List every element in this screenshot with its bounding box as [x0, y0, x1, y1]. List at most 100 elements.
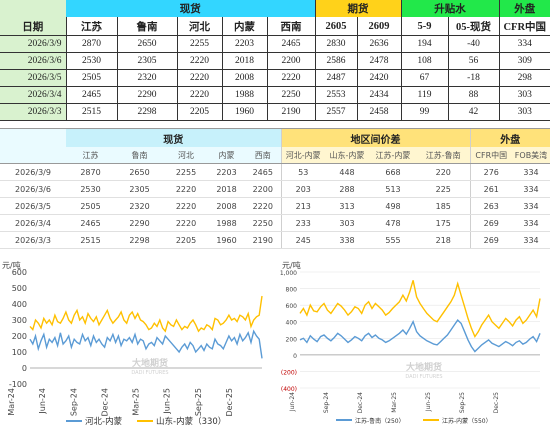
- y-tick-label: 300: [12, 316, 27, 325]
- x-tick-label: Mar-24: [7, 388, 16, 416]
- value-cell: 334: [512, 197, 550, 215]
- legend-label: 河北-内蒙: [85, 416, 123, 427]
- legend-label: 江苏-鲁南（250）: [355, 417, 405, 425]
- y-tick-label: 600: [12, 268, 27, 277]
- column-header: 江苏-鲁南: [417, 147, 470, 164]
- value-cell: 276: [469, 163, 512, 181]
- value-cell: 2530: [65, 52, 117, 70]
- value-cell: 334: [512, 231, 550, 249]
- table-row: 2026/3/5 2505 2320 2220 2008 2220 213 313 498 185…: [0, 197, 550, 215]
- x-tick-label: Sep-24: [69, 388, 78, 416]
- date-cell: 2026/3/5: [0, 197, 66, 215]
- value-cell: 2250: [245, 214, 281, 232]
- series-line-0: [299, 319, 541, 353]
- value-cell: 2255: [164, 163, 208, 181]
- value-cell: 225: [417, 180, 470, 198]
- value-cell: 194: [400, 35, 448, 53]
- value-cell: 2220: [176, 52, 222, 70]
- value-cell: 2465: [65, 86, 117, 104]
- x-tick-label: Jun-24: [38, 388, 47, 415]
- column-header: 山东-内蒙: [325, 147, 369, 164]
- value-cell: 309: [498, 52, 550, 70]
- value-cell: 2220: [176, 69, 222, 87]
- spot-group-header: 现货: [66, 0, 315, 17]
- value-cell: 2220: [245, 197, 281, 215]
- value-cell: 2205: [176, 103, 222, 121]
- value-cell: 2203: [221, 35, 267, 53]
- y-tick-label: 800: [286, 287, 298, 294]
- series-line-0: [29, 329, 263, 359]
- date-cell: 2026/3/6: [0, 52, 66, 70]
- table-row: 2026/3/5 2505 2320 2220 2008 2220 2487 2420 67 -1…: [0, 69, 550, 87]
- value-cell: 2557: [314, 103, 357, 121]
- value-cell: 2515: [66, 231, 115, 249]
- value-cell: 2290: [115, 214, 164, 232]
- date-cell: 2026/3/3: [0, 231, 66, 249]
- y-tick-label: 0: [22, 364, 27, 373]
- value-cell: 2478: [356, 52, 401, 70]
- value-cell: 2420: [356, 69, 401, 87]
- column-header: 05-现货: [447, 17, 499, 36]
- value-cell: 2636: [356, 35, 401, 53]
- value-cell: 2220: [266, 69, 315, 87]
- value-cell: 263: [469, 197, 512, 215]
- table-row: 2026/3/3 2515 2298 2205 1960 2190 245 338 555 218…: [0, 231, 550, 249]
- value-cell: 334: [512, 214, 550, 232]
- table-row: 2026/3/3 2515 2298 2205 1960 2190 2557 2458 99 42…: [0, 103, 550, 121]
- value-cell: 2018: [208, 180, 245, 198]
- value-cell: 498: [369, 197, 417, 215]
- value-cell: 334: [512, 163, 550, 181]
- spread-group-header: 升贴水: [400, 0, 499, 17]
- date-cell: 2026/3/4: [0, 214, 66, 232]
- value-cell: 2465: [266, 35, 315, 53]
- value-cell: 2203: [208, 163, 245, 181]
- y-tick-label: (400): [281, 386, 297, 393]
- column-header: 内蒙: [208, 147, 245, 164]
- value-cell: 2650: [115, 163, 164, 181]
- value-cell: 88: [447, 86, 499, 104]
- x-tick-label: Dec-24: [357, 392, 364, 414]
- y-tick-label: 200: [12, 332, 27, 341]
- value-cell: 2553: [314, 86, 357, 104]
- value-cell: 2434: [356, 86, 401, 104]
- value-cell: 2205: [164, 231, 208, 249]
- line-chart-right: 元/吨 (400) (200) 0 200 400 600 800 1,000 大地期货DADI …: [280, 260, 541, 425]
- value-cell: 2320: [115, 197, 164, 215]
- y-tick-label: (200): [281, 369, 297, 376]
- column-header: 河北: [176, 17, 222, 36]
- value-cell: 334: [512, 180, 550, 198]
- column-header: 河北: [164, 147, 208, 164]
- table-row: 2026/3/4 2465 2290 2220 1988 2250 2553 2434 119 8…: [0, 86, 550, 104]
- value-cell: 303: [325, 214, 369, 232]
- column-header: 江苏: [66, 147, 115, 164]
- value-cell: 269: [469, 214, 512, 232]
- x-tick-label: Sep-25: [194, 388, 203, 416]
- x-tick-label: Jun-25: [425, 392, 432, 412]
- series-line-1: [299, 280, 541, 339]
- value-cell: 2008: [221, 69, 267, 87]
- value-cell: 261: [469, 180, 512, 198]
- column-header: 5-9: [400, 17, 448, 36]
- value-cell: 2018: [221, 52, 267, 70]
- value-cell: 1988: [221, 86, 267, 104]
- legend-label: 山东-内蒙（330）: [156, 416, 226, 427]
- column-header: 鲁南: [116, 17, 177, 36]
- value-cell: 220: [417, 163, 470, 181]
- value-cell: 269: [469, 231, 512, 249]
- value-cell: 2298: [115, 231, 164, 249]
- y-tick-label: 500: [12, 284, 27, 293]
- table-row: 2026/3/9 2870 2650 2255 2203 2465 2830 2636 194-…: [0, 35, 550, 53]
- value-cell: 67: [400, 69, 448, 87]
- value-cell: 555: [369, 231, 417, 249]
- y-tick-label: 400: [286, 320, 298, 327]
- value-cell: 175: [417, 214, 470, 232]
- y-tick-label: -100: [9, 380, 27, 389]
- value-cell: 1988: [208, 214, 245, 232]
- y-tick-label: 600: [286, 303, 298, 310]
- y-tick-label: 400: [12, 300, 27, 309]
- value-cell: 2220: [164, 214, 208, 232]
- value-cell: 2650: [116, 35, 177, 53]
- value-cell: 185: [417, 197, 470, 215]
- value-cell: 2586: [314, 52, 357, 70]
- x-tick-label: Mar-25: [391, 392, 398, 413]
